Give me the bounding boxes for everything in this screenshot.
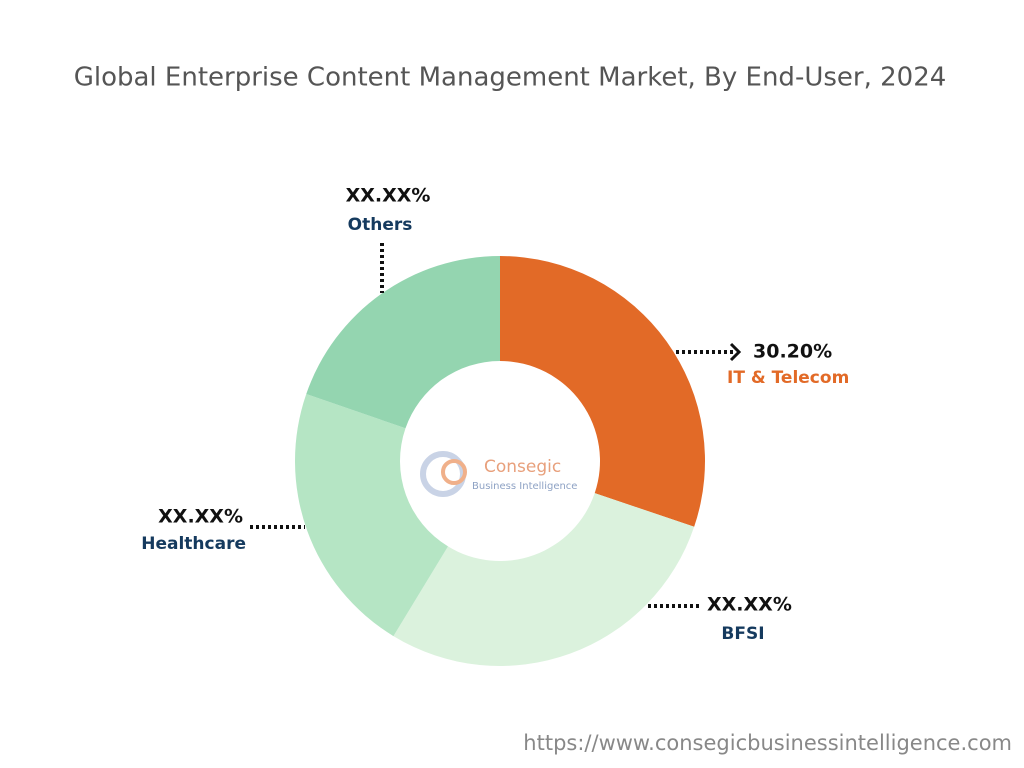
category-label: Others	[348, 215, 413, 235]
donut	[294, 256, 705, 667]
chart-title: Global Enterprise Content Management Mar…	[74, 63, 947, 93]
logo-name: Consegic	[484, 457, 561, 477]
logo-ring	[441, 459, 467, 485]
source-url: https://www.consegicbusinessintelligence…	[523, 731, 1012, 755]
slice	[500, 256, 705, 527]
logo-tagline: Business Intelligence	[472, 481, 577, 492]
value-label: XX.XX%	[346, 185, 431, 207]
value-label: XX.XX%	[158, 506, 243, 528]
slice	[393, 493, 695, 667]
slice	[294, 393, 449, 637]
category-label: IT & Telecom	[727, 368, 849, 388]
category-label: BFSI	[721, 624, 764, 644]
value-label: XX.XX%	[707, 594, 792, 616]
value-label: 30.20%	[753, 341, 832, 363]
slice	[306, 256, 500, 429]
leader-arrow	[729, 342, 742, 362]
watermark: Consegic Business Intelligence	[420, 451, 577, 497]
category-label: Healthcare	[141, 534, 246, 554]
